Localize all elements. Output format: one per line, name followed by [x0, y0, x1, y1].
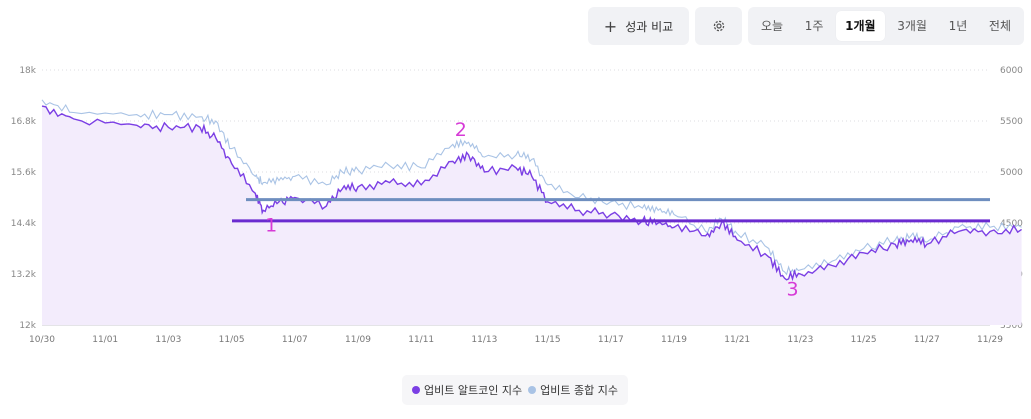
legend-item-composite[interactable]: 업비트 종합 지수 [528, 382, 618, 398]
series-line-altcoin [41, 105, 1022, 282]
range-option[interactable]: 전체 [988, 19, 1011, 33]
settings-button[interactable] [695, 7, 742, 45]
x-tick-label: 11/03 [155, 335, 181, 345]
range-option[interactable]: 1개월 [836, 11, 885, 41]
y-left-tick-label: 18k [19, 66, 36, 76]
annotation-label: 2 [455, 119, 467, 141]
y-left-tick-label: 14.4k [11, 219, 37, 229]
range-option[interactable]: 1년 [948, 19, 968, 33]
y-right-tick-label: 6000 [1000, 66, 1023, 76]
x-tick-label: 11/01 [92, 335, 118, 345]
legend-item-altcoin[interactable]: 업비트 알트코인 지수 [412, 382, 522, 398]
series-lines [41, 99, 1022, 325]
x-tick-label: 11/27 [914, 335, 940, 345]
x-tick-label: 10/30 [29, 335, 55, 345]
annotation-label: 1 [265, 215, 277, 237]
plus-icon: + [603, 16, 618, 36]
x-tick-label: 11/11 [408, 335, 434, 345]
y-right-tick-label: 5000 [1000, 168, 1023, 178]
y-left-tick-label: 12k [19, 321, 36, 331]
chart-toolbar: + 성과 비교 오늘 1주 1개월 3개월 1년 전체 [588, 7, 1024, 45]
y-right-tick-label: 4500 [1000, 219, 1023, 229]
y-left-tick-label: 16.8k [11, 117, 37, 127]
x-tick-label: 11/09 [345, 335, 371, 345]
y-right-tick-label: 3500 [1000, 321, 1023, 331]
reference-lines [232, 198, 990, 223]
range-option[interactable]: 1주 [804, 19, 824, 33]
series-area-fill [42, 106, 1022, 325]
x-tick-label: 11/19 [661, 335, 687, 345]
compare-performance-button[interactable]: + 성과 비교 [588, 7, 689, 45]
legend-label-altcoin: 업비트 알트코인 지수 [424, 384, 523, 397]
compare-label: 성과 비교 [625, 19, 674, 34]
legend-dot [528, 386, 537, 394]
y-left-tick-label: 13.2k [11, 270, 37, 280]
legend-dot [412, 386, 421, 394]
x-axis-tick-labels: 10/30 11/01 11/03 11/05 11/07 11/09 11/11 11/13… [29, 335, 1003, 345]
left-axis-tick-labels: 12k 13.2k 14.4k 15.6k 16.8k 18k [11, 66, 37, 331]
y-left-tick-label: 15.6k [11, 168, 37, 178]
x-tick-label: 11/29 [977, 335, 1003, 345]
annotations: 1 2 3 [265, 119, 798, 300]
range-option[interactable]: 3개월 [897, 19, 927, 33]
x-tick-label: 11/25 [851, 335, 877, 345]
annotation-label: 3 [787, 278, 799, 300]
x-tick-label: 11/05 [219, 335, 245, 345]
x-tick-label: 11/15 [535, 335, 561, 345]
range-selector: 오늘 1주 1개월 3개월 1년 전체 [748, 7, 1024, 45]
series-line-composite [41, 99, 1022, 276]
chart-legend: 업비트 알트코인 지수 업비트 종합 지수 [402, 375, 628, 405]
y-right-tick-label: 5500 [1000, 117, 1023, 127]
gear-icon [713, 20, 724, 32]
x-tick-label: 11/07 [282, 335, 308, 345]
x-tick-label: 11/17 [598, 335, 624, 345]
x-tick-label: 11/21 [724, 335, 750, 345]
x-tick-label: 11/13 [471, 335, 497, 345]
x-tick-label: 11/23 [787, 335, 813, 345]
range-option[interactable]: 오늘 [761, 19, 784, 33]
legend-label-composite: 업비트 종합 지수 [540, 384, 618, 397]
